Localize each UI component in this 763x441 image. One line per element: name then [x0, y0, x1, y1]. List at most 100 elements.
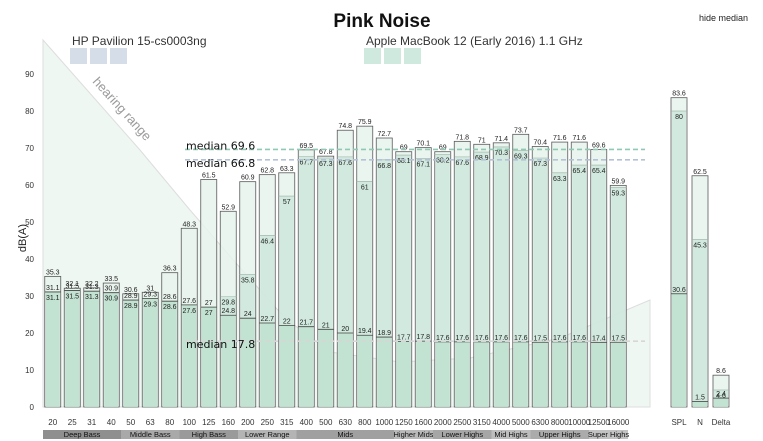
bar-bottom: [611, 342, 626, 407]
x-tick-label: 3150: [473, 418, 491, 427]
bar-bottom-value: 17.6: [455, 335, 469, 342]
bar-top-value-summary: 83.6: [672, 91, 686, 98]
bar-bottom: [104, 292, 119, 407]
x-tick-label: 500: [319, 418, 333, 427]
bar-bottom-value: 31.3: [85, 284, 99, 291]
x-tick-label: 400: [300, 418, 314, 427]
bar-top-value: 30.6: [124, 287, 138, 294]
bar-top-value: 69.6: [592, 142, 606, 149]
legend-swatch: [364, 48, 381, 64]
frequency-range-segment: [238, 430, 297, 439]
bar-bottom: [182, 304, 197, 407]
bar-mid-value: 61: [361, 184, 369, 191]
median-lines: median 69.6 median 66.8 median 17.8: [185, 139, 645, 351]
y-tick-label: 0: [30, 403, 35, 412]
bar-bottom-value: 24: [244, 311, 252, 318]
bar-mid-value-summary: 4.6: [716, 393, 726, 400]
legend: HP Pavilion 15-cs0003ng Apple MacBook 12 …: [70, 34, 583, 64]
frequency-range-label: Mid Highs: [494, 430, 528, 439]
bar-bottom-summary: [693, 401, 707, 407]
bar-top-value: 33.5: [104, 276, 118, 283]
bar-mid-value: 27.6: [182, 308, 196, 315]
bar-bottom: [474, 341, 489, 407]
bar-bottom-value-summary: 2.4: [716, 391, 726, 398]
bar-bottom: [123, 300, 138, 407]
bar-mid-value: 57: [283, 199, 291, 206]
x-tick-label: 1000: [375, 418, 393, 427]
frequency-range-segment: [43, 430, 121, 439]
frequency-range-segment: [394, 430, 433, 439]
bar-top-value: 71.6: [553, 135, 567, 142]
bar-bottom: [143, 298, 158, 407]
bar-top-value: 61.5: [202, 172, 216, 179]
median-label: median 17.8: [186, 338, 255, 351]
frequency-range-segment: [530, 430, 589, 439]
summary-category-label: Delta: [712, 418, 731, 427]
bar-bottom-value: 28.9: [124, 293, 138, 300]
bar-top-value: 32.2: [85, 281, 99, 288]
hide-median-link[interactable]: hide median: [699, 13, 748, 23]
bar-bottom-value: 17.6: [514, 335, 528, 342]
bar-bottom: [221, 315, 236, 407]
bar-mid-value: 67.3: [319, 161, 333, 168]
bar-mid-value: 63.3: [553, 176, 567, 183]
bar-bottom: [533, 342, 548, 407]
x-tick-label: 160: [222, 418, 236, 427]
x-tick-label: 630: [339, 418, 353, 427]
bar-bottom: [513, 341, 528, 407]
bar-bottom: [45, 291, 60, 407]
x-tick-label: 800: [358, 418, 372, 427]
bar-mid-value: 67.6: [338, 160, 352, 167]
bar-top-value: 48.3: [182, 221, 196, 228]
bar-mid-value: 67.6: [455, 160, 469, 167]
bar-bottom-value: 17.6: [436, 335, 450, 342]
bar-bottom-value: 18.9: [377, 330, 391, 337]
summary-category-label: N: [697, 418, 703, 427]
bar-top-value-summary: 8.6: [716, 368, 726, 375]
x-tick-label: 80: [165, 418, 174, 427]
bar-bottom: [279, 325, 294, 407]
bar-top-value-summary: 62.5: [693, 169, 707, 176]
summary-category-label: SPL: [671, 418, 687, 427]
bar-mid-value: 29.3: [143, 302, 157, 309]
bar-bottom: [201, 307, 216, 407]
bar-mid-value: 67.1: [416, 162, 430, 169]
bar-top-value: 32.1: [65, 281, 79, 288]
y-tick-label: 30: [25, 292, 34, 301]
median-label: median 66.8: [186, 157, 255, 170]
bar-bottom: [494, 341, 509, 407]
bar-mid-value: 66.8: [377, 163, 391, 170]
bar-bottom: [396, 341, 411, 407]
bar-bottom: [84, 291, 99, 407]
bar-top-value: 70.4: [533, 140, 547, 147]
x-tick-label: 63: [146, 418, 155, 427]
legend-swatch: [404, 48, 421, 64]
bar-mid-value: 68.9: [475, 155, 489, 162]
x-tick-label: 50: [126, 418, 135, 427]
bar-bottom-value: 17.6: [475, 335, 489, 342]
x-tick-label: 25: [68, 418, 77, 427]
bar-bottom-value: 17.6: [572, 335, 586, 342]
bar-bottom: [318, 329, 333, 407]
bar-mid-summary: [693, 239, 707, 407]
bar-mid-value: 67.3: [533, 161, 547, 168]
bar-bottom-value: 30.9: [104, 286, 118, 293]
bar-bottom-value: 27: [205, 300, 213, 307]
bar-mid-value: 67.7: [299, 160, 313, 167]
bar-bottom-value: 17.8: [416, 334, 430, 341]
bar-bottom-value: 17.5: [533, 335, 547, 342]
frequency-range-label: Higher Mids: [393, 430, 433, 439]
bar-mid-value-summary: 80: [675, 114, 683, 121]
legend-swatch: [110, 48, 127, 64]
bar-top-value: 36.3: [163, 266, 177, 273]
bar-mid-value: 28.9: [124, 303, 138, 310]
bar-top-value: 31: [146, 285, 154, 292]
bar-top-value: 71.8: [455, 134, 469, 141]
x-tick-label: 40: [107, 418, 116, 427]
bar-bottom: [260, 323, 275, 407]
bar-bottom: [357, 335, 372, 407]
bar-mid-value: 46.4: [260, 238, 274, 245]
frequency-range-label: Super Highs: [588, 430, 630, 439]
x-tick-label: 6300: [531, 418, 549, 427]
